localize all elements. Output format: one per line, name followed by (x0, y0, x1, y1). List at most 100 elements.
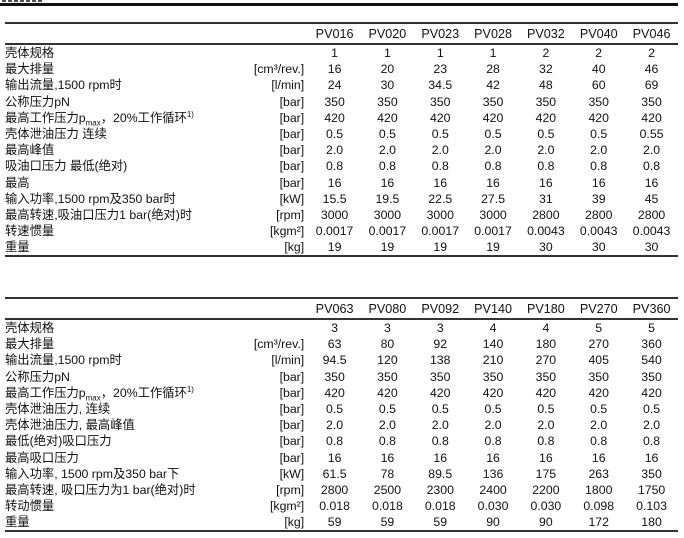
cell-value: 61.5 (322, 466, 347, 481)
cell-value: 0.5 (326, 402, 344, 417)
cell-value: 0.0017 (474, 224, 512, 239)
row-label: 最高吸口压力 (5, 450, 250, 466)
model-header: PV063 (315, 301, 354, 316)
cell-value: 420 (377, 110, 398, 125)
row-label: 壳体规格 (5, 44, 250, 61)
cell-value: 80 (380, 337, 395, 352)
row-label-part: 吸油口压力 最低(绝对) (5, 159, 128, 174)
header-rule (0, 3, 678, 6)
table-row: 壳体规格 3 3 3 4 4 5 5 (5, 319, 678, 336)
cell-value: 350 (429, 94, 451, 109)
spec-table-1: PV016 PV020 PV023 PV028 PV032 PV040 PV046 壳体规格 1… (5, 22, 678, 258)
cell-value: 0.018 (372, 499, 403, 514)
cell-value: 2.0 (326, 143, 344, 158)
cell-value: 350 (324, 369, 345, 384)
model-header: PV180 (526, 301, 565, 316)
cell-value: 2.0 (484, 143, 502, 158)
row-unit: [bar] (279, 385, 305, 400)
cell-value: 2800 (532, 207, 560, 222)
table-row: 最高 [bar] 16 16 16 16 16 16 16 (5, 175, 678, 191)
cell-value: 270 (588, 337, 609, 352)
cell-value: 0.0043 (579, 224, 618, 239)
row-unit: [kgm²] (270, 499, 305, 514)
cell-value: 78 (380, 466, 395, 481)
cell-value: 420 (588, 110, 609, 125)
cell-value: 19 (327, 240, 342, 255)
row-label-part: 转动惯量 (5, 499, 55, 514)
table-row: 壳体泄油压力 连续 [bar] 0.5 0.5 0.5 0.5 0.5 0.5 0.55 (5, 126, 678, 142)
model-header: PV092 (421, 301, 460, 316)
row-label: 重量 (5, 514, 250, 531)
cell-value: 420 (324, 110, 345, 125)
cell-value: 0.098 (583, 499, 615, 514)
cell-value: 94.5 (322, 353, 347, 368)
cell-value: 2.0 (643, 418, 661, 433)
cell-value: 120 (377, 353, 398, 368)
cell-value: 90 (486, 515, 500, 530)
row-label-part: 最高吸口压力 (5, 450, 79, 465)
row-label-part: 最高工作压力p (5, 110, 86, 125)
cell-value: 2 (542, 46, 550, 61)
cell-value: 4 (542, 321, 550, 336)
cell-value: 3000 (373, 207, 402, 222)
row-label: 输入功率,1500 rpm及350 bar时 (5, 191, 250, 207)
cell-value: 2800 (320, 482, 349, 497)
cell-value: 0.5 (378, 402, 396, 417)
cell-value: 420 (588, 385, 609, 400)
cell-value: 540 (641, 353, 662, 368)
cell-value: 16 (486, 175, 500, 190)
row-label-part: 1) (186, 384, 194, 394)
cell-value: 2800 (585, 207, 613, 222)
cell-value: 350 (324, 94, 345, 109)
cell-value: 59 (433, 515, 448, 530)
row-label-part: 输出流量,1500 rpm时 (5, 78, 122, 93)
row-label-part: 公称压力pN (5, 369, 70, 384)
cell-value: 0.8 (537, 159, 555, 174)
model-header: PV080 (368, 301, 407, 316)
cell-value: 0.8 (431, 434, 449, 449)
cell-value: 0.0043 (527, 224, 565, 239)
cell-value: 0.8 (326, 159, 344, 174)
cell-value: 15.5 (322, 191, 347, 206)
cell-value: 60 (591, 78, 606, 93)
cell-value: 90 (539, 515, 553, 530)
row-unit: [l/min] (271, 78, 305, 93)
row-label-part: 壳体泄油压力, 连续 (5, 402, 111, 417)
cell-value: 3 (383, 321, 391, 336)
cell-value: 0.5 (590, 402, 608, 417)
cell-value: 420 (377, 385, 398, 400)
cell-value: 3 (436, 321, 444, 336)
cell-value: 350 (377, 369, 398, 384)
cell-value: 1 (331, 46, 338, 61)
cell-value: 0.5 (590, 127, 608, 142)
cell-value: 2500 (373, 482, 402, 497)
table-row: 转动惯量 [kgm²] 0.018 0.018 0.018 0.030 0.030 0.098… (5, 498, 678, 514)
cell-value: 0.030 (477, 499, 509, 514)
cell-value: 210 (482, 353, 504, 368)
cell-value: 263 (588, 466, 609, 481)
cell-value: 138 (429, 353, 451, 368)
cell-value: 1 (436, 46, 444, 61)
cell-value: 19.5 (375, 191, 400, 206)
model-header: PV040 (579, 26, 618, 41)
cell-value: 0.0017 (315, 224, 354, 239)
table-row: 公称压力pN [bar] 350 350 350 350 350 350 350 (5, 369, 678, 385)
table-row: 壳体规格 1 1 1 1 2 2 2 (5, 44, 678, 61)
row-label: 公称压力pN (5, 369, 250, 385)
cell-value: 2.0 (431, 418, 449, 433)
cell-value: 0.8 (431, 159, 449, 174)
table-row: 最高转速, 吸口压力为1 bar(绝对)时 [rpm] 2800 2500 2300 24… (5, 482, 678, 498)
cell-value: 2800 (637, 207, 666, 222)
cell-value: 2300 (426, 482, 454, 497)
row-label: 最高工作压力pmax，20%工作循环1) (5, 384, 250, 402)
cell-value: 39 (591, 191, 606, 206)
row-label-part: ，20%工作循环 (100, 110, 187, 125)
row-label: 最高转速,吸油口压力1 bar(绝对)时 (5, 207, 250, 223)
cell-value: 30 (644, 240, 659, 255)
cell-value: 2.0 (590, 418, 608, 433)
cell-value: 420 (535, 110, 557, 125)
model-header: PV020 (368, 26, 407, 41)
row-label-part: 最高 (5, 175, 30, 190)
cell-value: 180 (535, 337, 557, 352)
row-label: 最大排量 (5, 336, 250, 352)
